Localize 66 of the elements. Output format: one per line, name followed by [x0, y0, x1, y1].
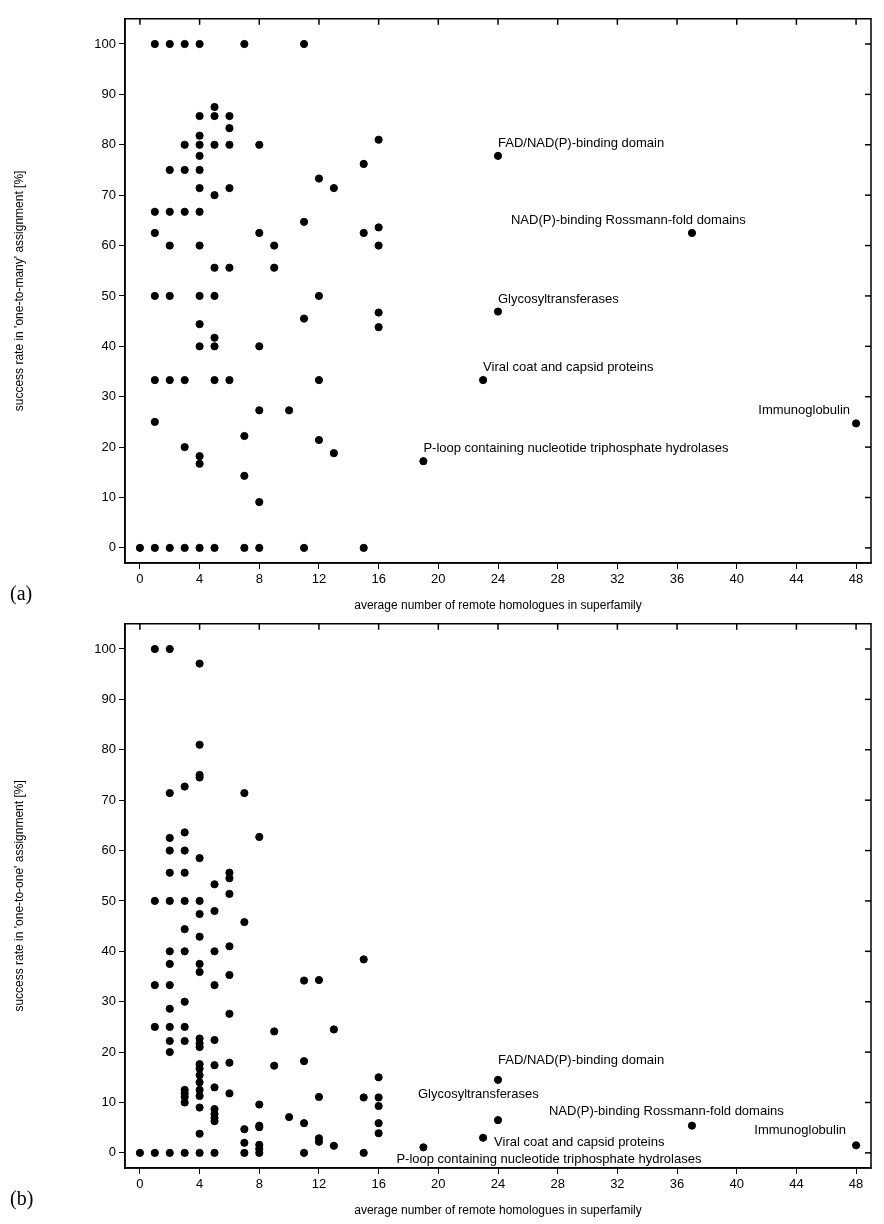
x-tick-label: 44 [789, 1176, 804, 1192]
y-tick-label: 60 [101, 842, 116, 858]
text: (b) [10, 1187, 34, 1211]
y-tick-label: 90 [101, 690, 116, 706]
y-tick-label: 0 [108, 1144, 116, 1160]
x-tick-label: 36 [669, 571, 685, 587]
y-tick-label: 30 [101, 388, 116, 404]
x-tick-label: 8 [255, 571, 263, 587]
x-tick-label: 20 [431, 1176, 446, 1192]
y-tick-label: 70 [101, 186, 116, 202]
x-axis-title: average number of remote homologues in superfamily [354, 598, 642, 613]
x-tick-label: 12 [311, 1176, 327, 1192]
y-tick-label: 80 [101, 136, 116, 152]
annotation: NAD(P)-binding Rossmann-fold domains [548, 1102, 785, 1118]
text: (a) [10, 582, 33, 606]
y-tick-label: 10 [101, 489, 116, 505]
y-tick-label: 20 [101, 438, 116, 454]
annotation: Immunoglobulin [754, 1122, 847, 1138]
x-tick-label: 0 [136, 1176, 144, 1192]
x-tick-label: 32 [610, 571, 625, 587]
x-tick-label: 16 [371, 571, 386, 587]
y-tick-label: 40 [101, 942, 116, 958]
y-axis-title: success rate in 'one-to-one' assignment [%] [11, 780, 26, 1012]
x-tick-label: 0 [136, 571, 144, 587]
y-tick-label: 90 [101, 85, 116, 101]
x-tick-label: 4 [195, 571, 204, 587]
y-tick-label: 40 [101, 337, 116, 353]
x-tick-label: 8 [255, 1176, 263, 1192]
y-tick-label: 70 [101, 791, 116, 807]
annotation: FAD/NAD(P)-binding domain [498, 134, 665, 150]
x-tick-label: 36 [669, 1176, 685, 1192]
x-tick-label: 48 [848, 571, 864, 587]
annotation: FAD/NAD(P)-binding domain [498, 1051, 665, 1067]
annotation: Glycosyltransferases [498, 290, 620, 306]
y-tick-label: 60 [101, 237, 116, 253]
x-tick-label: 40 [729, 571, 744, 587]
x-tick-label: 24 [490, 1176, 506, 1192]
y-tick-label: 20 [101, 1043, 116, 1059]
y-tick-label: 0 [108, 539, 116, 555]
y-tick-label: 10 [101, 1094, 116, 1110]
y-tick-label: 50 [101, 892, 116, 908]
annotation: Viral coat and capsid proteins [483, 359, 654, 375]
x-tick-label: 12 [311, 571, 327, 587]
x-tick-label: 32 [610, 1176, 625, 1192]
x-tick-label: 24 [490, 571, 506, 587]
annotation: NAD(P)-binding Rossmann-fold domains [510, 211, 747, 227]
annotation: Viral coat and capsid proteins [494, 1133, 665, 1149]
annotation: Glycosyltransferases [418, 1086, 540, 1102]
annotation: P-loop containing nucleotide triphosphate hydrolases [396, 1151, 702, 1167]
y-tick-label: 80 [101, 741, 116, 757]
x-tick-label: 44 [789, 571, 804, 587]
y-tick-label: 30 [101, 993, 116, 1009]
x-tick-label: 40 [729, 1176, 744, 1192]
y-tick-label: 100 [94, 640, 116, 656]
x-tick-label: 28 [550, 1176, 565, 1192]
x-tick-label: 48 [848, 1176, 864, 1192]
x-tick-label: 20 [431, 571, 446, 587]
x-axis-title: average number of remote homologues in superfamily [354, 1203, 642, 1218]
y-axis-title: success rate in 'one-to-many' assignment [%] [11, 170, 26, 412]
annotation: P-loop containing nucleotide triphosphate hydrolases [423, 440, 729, 456]
annotation: Immunoglobulin [758, 402, 851, 418]
y-tick-label: 100 [94, 35, 116, 51]
x-tick-label: 4 [195, 1176, 204, 1192]
x-tick-label: 28 [550, 571, 565, 587]
y-tick-label: 50 [101, 287, 116, 303]
x-tick-label: 16 [371, 1176, 386, 1192]
